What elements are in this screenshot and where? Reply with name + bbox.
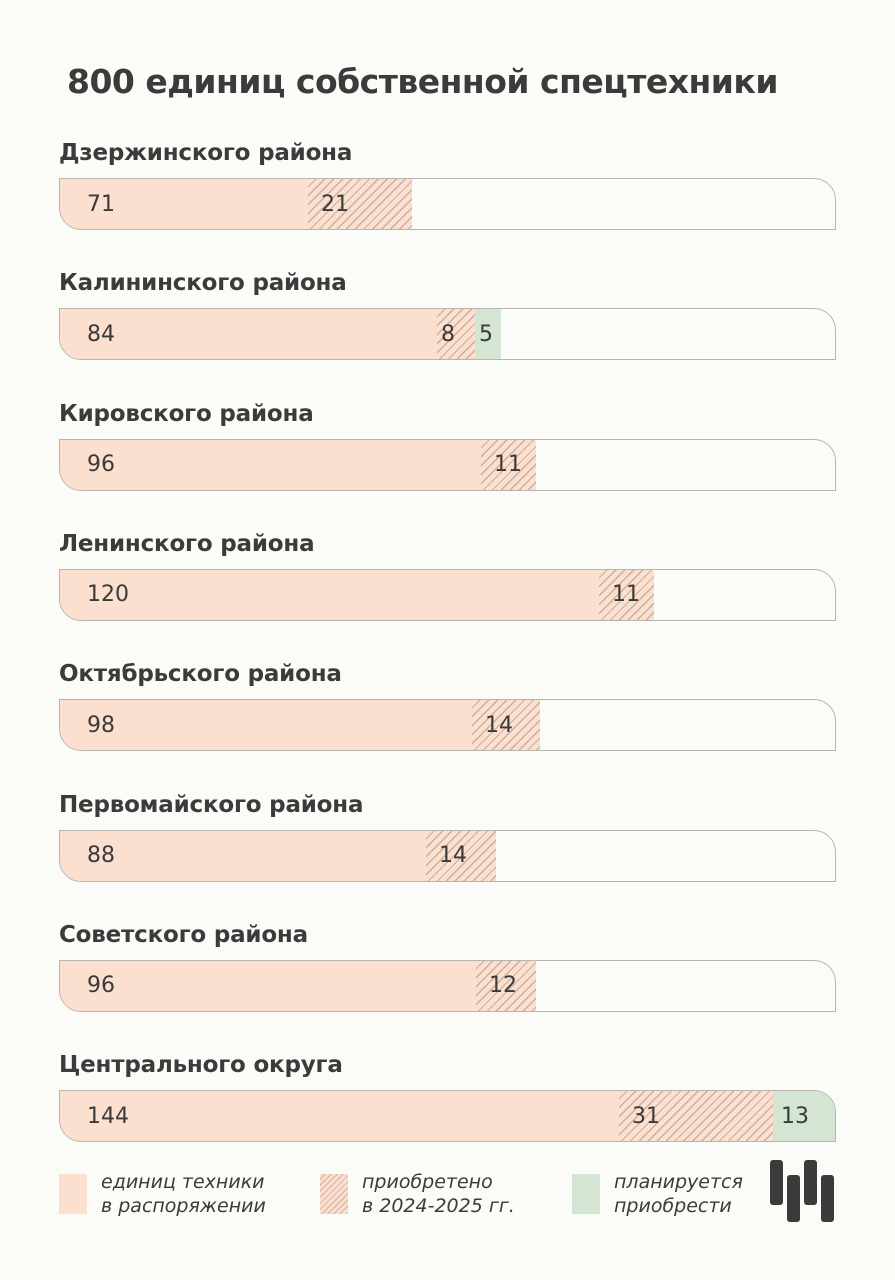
- legend-label-planned: планируется приобрести: [614, 1171, 743, 1217]
- bar-segment-bought: 31: [619, 1091, 773, 1142]
- bar-track: 98 14: [59, 699, 836, 752]
- chart-row: Советского района 96 12: [59, 922, 836, 1017]
- chart-row: Ленинского района 120 11: [59, 531, 836, 626]
- row-label: Дзержинского района: [59, 140, 353, 166]
- bar-segment-owned: 71: [60, 179, 308, 229]
- logo-icon: [770, 1160, 836, 1222]
- bar-segment-bought: 8: [437, 309, 475, 360]
- bar-segment-owned: 96: [60, 960, 476, 1011]
- bar-segment-owned: 98: [60, 700, 472, 751]
- bar-track: 88 14: [59, 829, 836, 882]
- bar-segment-owned: 96: [60, 439, 481, 490]
- bar-segment-planned: 5: [475, 309, 501, 360]
- bar-segment-bought: 12: [476, 960, 536, 1011]
- row-label: Кировского района: [59, 400, 314, 427]
- bar-segment-planned: 13: [773, 1091, 835, 1142]
- chart-row: Калининского района 84 8 5: [59, 270, 836, 365]
- legend-item-bought: приобретено в 2024-2025 гг.: [320, 1170, 515, 1218]
- chart-row: Центрального округа 144 31 13: [59, 1052, 836, 1147]
- chart-row: Первомайского района 88 14: [59, 792, 836, 887]
- bar-track: 71 21: [59, 178, 836, 230]
- bar-segment-bought: 11: [481, 439, 536, 490]
- chart-row: Октябрьского района 98 14: [59, 661, 836, 756]
- row-label: Калининского района: [59, 270, 347, 297]
- legend-item-owned: единиц техники в распоряжении: [59, 1170, 266, 1218]
- bar-track: 96 12: [59, 959, 836, 1012]
- bar-segment-owned: 88: [60, 830, 426, 881]
- bar-track: 96 11: [59, 438, 836, 491]
- bar-track: 120 11: [59, 568, 836, 621]
- row-label: Октябрьского района: [59, 661, 342, 688]
- bar-track: 144 31 13: [59, 1090, 836, 1143]
- bar-segment-bought: 11: [599, 569, 654, 620]
- legend-swatch-owned: [59, 1174, 87, 1214]
- bar-segment-owned: 144: [60, 1091, 619, 1142]
- bar-segment-bought: 14: [472, 700, 540, 751]
- legend-item-planned: планируется приобрести: [572, 1170, 743, 1218]
- legend-swatch-planned: [572, 1174, 600, 1214]
- row-label: Центрального округа: [59, 1052, 343, 1079]
- row-label: Первомайского района: [59, 791, 364, 818]
- legend: единиц техники в распоряжении приобретен…: [0, 1170, 895, 1230]
- bar-segment-bought: 14: [426, 830, 496, 881]
- bar-segment-owned: 120: [60, 569, 599, 620]
- row-label: Ленинского района: [59, 530, 315, 557]
- legend-label-bought: приобретено в 2024-2025 гг.: [362, 1171, 515, 1217]
- bar-segment-bought: 21: [308, 179, 412, 229]
- bar-track: 84 8 5: [59, 308, 836, 361]
- legend-label-owned: единиц техники в распоряжении: [101, 1171, 266, 1217]
- legend-swatch-bought: [320, 1174, 348, 1214]
- row-label: Советского района: [59, 921, 308, 948]
- chart-row: Кировского района 96 11: [59, 401, 836, 496]
- chart-row: Дзержинского района 71 21: [59, 140, 836, 235]
- bar-segment-owned: 84: [60, 309, 437, 360]
- chart-title: 800 единиц собственной спецтехники: [67, 62, 778, 101]
